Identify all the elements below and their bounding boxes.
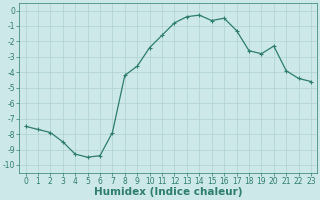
X-axis label: Humidex (Indice chaleur): Humidex (Indice chaleur): [94, 187, 243, 197]
